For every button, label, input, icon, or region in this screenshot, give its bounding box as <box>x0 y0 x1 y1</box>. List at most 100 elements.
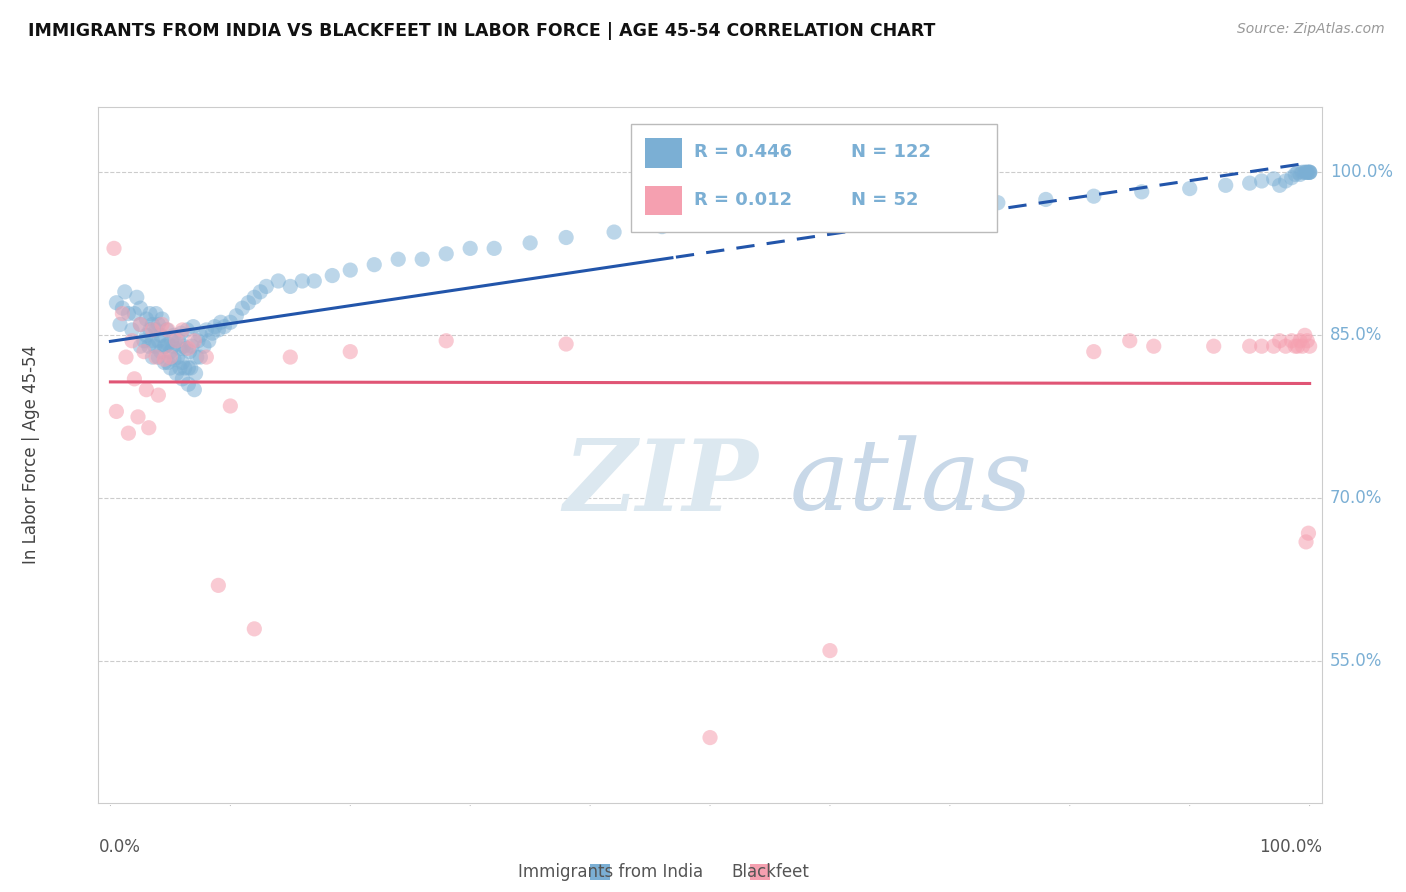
Point <box>181 319 204 334</box>
Point <box>1296 334 1319 348</box>
Point <box>165 367 187 381</box>
Point <box>794 206 817 220</box>
Point <box>1274 174 1296 188</box>
Point <box>160 334 183 348</box>
Point <box>291 274 314 288</box>
Point <box>1119 334 1142 348</box>
Bar <box>645 138 682 168</box>
Text: atlas: atlas <box>790 435 1032 531</box>
Point <box>243 622 266 636</box>
Point <box>159 350 181 364</box>
Point <box>1294 328 1316 343</box>
Text: ZIP: ZIP <box>564 434 758 531</box>
Point <box>156 323 179 337</box>
Point <box>219 399 242 413</box>
Point <box>188 328 211 343</box>
Text: N = 52: N = 52 <box>851 191 918 209</box>
Point <box>1291 165 1313 179</box>
Point <box>141 350 163 364</box>
Point <box>411 252 433 267</box>
Point <box>1289 168 1312 182</box>
Point <box>219 315 242 329</box>
Point <box>278 279 301 293</box>
Point <box>108 318 131 332</box>
Point <box>187 334 209 348</box>
Point <box>842 203 865 218</box>
Point <box>167 334 190 348</box>
Point <box>172 355 194 369</box>
Point <box>132 344 155 359</box>
FancyBboxPatch shape <box>630 124 997 232</box>
Point <box>249 285 271 299</box>
Point <box>1035 193 1057 207</box>
Point <box>121 323 143 337</box>
Point <box>214 319 236 334</box>
Point <box>304 274 326 288</box>
Text: Immigrants from India: Immigrants from India <box>517 863 703 881</box>
Point <box>890 200 912 214</box>
Point <box>1286 339 1309 353</box>
Point <box>145 350 167 364</box>
Point <box>105 295 128 310</box>
Point <box>138 339 160 353</box>
Point <box>1239 339 1261 353</box>
Text: R = 0.012: R = 0.012 <box>695 191 792 209</box>
Point <box>555 230 578 244</box>
Point <box>1250 174 1272 188</box>
Point <box>181 339 204 353</box>
Point <box>149 344 172 359</box>
Point <box>156 323 179 337</box>
Point <box>145 323 167 337</box>
Point <box>699 214 721 228</box>
Point <box>197 334 219 348</box>
Point <box>121 334 143 348</box>
Point <box>1284 168 1306 182</box>
Point <box>145 307 167 321</box>
Point <box>363 258 385 272</box>
Point <box>125 290 148 304</box>
Point <box>159 344 181 359</box>
Point <box>183 334 205 348</box>
Point <box>163 328 186 343</box>
Text: N = 122: N = 122 <box>851 144 931 161</box>
Point <box>150 318 173 332</box>
Point <box>127 409 149 424</box>
Point <box>169 361 191 376</box>
Point <box>278 350 301 364</box>
Bar <box>591 864 610 880</box>
Point <box>172 323 194 337</box>
Point <box>231 301 253 315</box>
Point <box>165 334 187 348</box>
Point <box>1286 165 1309 179</box>
Point <box>170 326 193 341</box>
Point <box>148 388 170 402</box>
Point <box>156 337 179 351</box>
Point <box>1250 339 1272 353</box>
Point <box>188 350 211 364</box>
Point <box>209 315 232 329</box>
Point <box>179 344 201 359</box>
Text: 55.0%: 55.0% <box>1330 652 1382 671</box>
Text: Source: ZipAtlas.com: Source: ZipAtlas.com <box>1237 22 1385 37</box>
Point <box>458 241 481 255</box>
Point <box>482 241 505 255</box>
Text: 70.0%: 70.0% <box>1330 490 1382 508</box>
Point <box>114 285 136 299</box>
Point <box>155 339 177 353</box>
Point <box>267 274 290 288</box>
Point <box>132 334 155 348</box>
Text: 100.0%: 100.0% <box>1258 838 1322 855</box>
Point <box>124 307 146 321</box>
Point <box>150 312 173 326</box>
Point <box>195 350 218 364</box>
Point <box>243 290 266 304</box>
Point <box>1143 339 1166 353</box>
Point <box>173 339 195 353</box>
Point <box>173 361 195 376</box>
Point <box>1263 339 1285 353</box>
Point <box>207 323 229 337</box>
Point <box>1281 170 1303 185</box>
Point <box>207 578 229 592</box>
Point <box>254 279 277 293</box>
Point <box>153 355 176 369</box>
